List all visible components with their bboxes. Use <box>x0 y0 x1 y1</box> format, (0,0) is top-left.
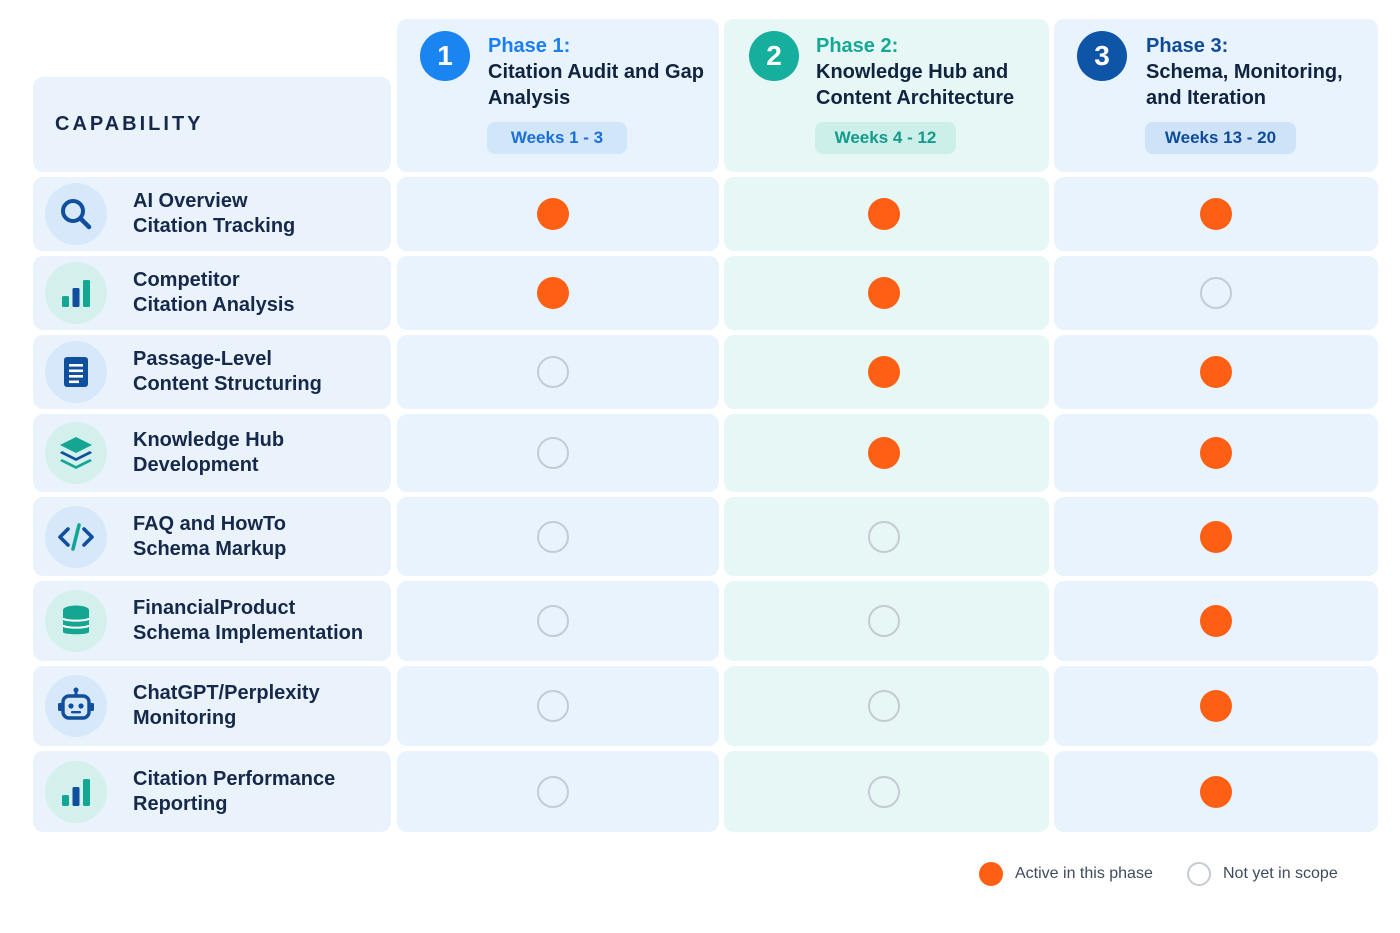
capability-label: AI Overview Citation Tracking <box>133 189 383 239</box>
legend-inactive: Not yet in scope <box>1187 862 1338 886</box>
capability-label-line-2: Monitoring <box>133 707 237 729</box>
active-dot <box>1200 437 1232 469</box>
inactive-dot <box>537 690 569 722</box>
code-icon <box>45 505 107 568</box>
robot-icon <box>45 675 107 737</box>
capability-label: FinancialProduct Schema Implementation <box>133 596 383 646</box>
active-dot <box>1200 775 1232 808</box>
capability-label-line-2: Development <box>133 454 259 476</box>
active-dot <box>1200 520 1232 553</box>
inactive-dot <box>868 605 900 637</box>
capability-label: ChatGPT/Perplexity Monitoring <box>133 681 383 731</box>
active-dot <box>1200 690 1232 722</box>
active-dot <box>868 198 900 230</box>
capability-label-line-1: Competitor <box>133 269 240 291</box>
capability-row: Knowledge Hub Development <box>33 414 391 492</box>
search-icon <box>45 183 107 245</box>
phase-2-header: 2 Phase 2: Knowledge Hub and Content Arc… <box>724 19 1049 172</box>
capability-row: FinancialProduct Schema Implementation <box>33 581 391 661</box>
inactive-dot <box>868 520 900 553</box>
layers-icon <box>45 422 107 484</box>
capability-label-line-1: Passage-Level <box>133 348 272 370</box>
active-dot <box>1200 356 1232 388</box>
capability-label-line-1: ChatGPT/Perplexity <box>133 682 320 704</box>
capability-label-line-2: Citation Tracking <box>133 215 296 237</box>
phase-3-title: Schema, Monitoring, and Iteration <box>1146 61 1343 109</box>
phase-1-weeks-badge: Weeks 1 - 3 <box>487 122 627 154</box>
capability-header-label: CAPABILITY <box>55 113 204 135</box>
phase-1-label: Phase 1: <box>488 35 571 57</box>
bar-chart-icon <box>45 262 107 324</box>
active-dot <box>1200 605 1232 637</box>
active-dot <box>868 277 900 309</box>
active-dot <box>537 277 569 309</box>
capability-label-line-2: Schema Markup <box>133 537 287 560</box>
capability-label-line-1: AI Overview <box>133 190 248 212</box>
phase-1-title: Citation Audit and Gap Analysis <box>488 61 704 109</box>
inactive-dot <box>1200 277 1232 309</box>
inactive-dot <box>868 775 900 808</box>
capability-header: CAPABILITY <box>33 77 391 172</box>
capability-row: Passage-Level Content Structuring <box>33 335 391 409</box>
legend-active: Active in this phase <box>979 862 1153 886</box>
inactive-dot <box>537 356 569 388</box>
bar-chart-icon <box>45 760 107 823</box>
inactive-dot <box>537 605 569 637</box>
phase-3-number-badge: 3 <box>1077 31 1127 81</box>
database-icon <box>45 590 107 652</box>
capability-row: ChatGPT/Perplexity Monitoring <box>33 666 391 746</box>
capability-row: FAQ and HowTo Schema Markup <box>33 497 391 576</box>
phase-2-label: Phase 2: <box>816 35 899 57</box>
capability-label-line-2: Citation Analysis <box>133 294 295 316</box>
phase-2-weeks-badge: Weeks 4 - 12 <box>815 122 956 154</box>
phase-3-header: 3 Phase 3: Schema, Monitoring, and Itera… <box>1054 19 1378 172</box>
capability-label-line-2: Schema Implementation <box>133 622 364 644</box>
phase-3-label: Phase 3: <box>1146 35 1229 57</box>
phase-2-title: Knowledge Hub and Content Architecture <box>816 61 1015 109</box>
document-icon <box>45 341 107 403</box>
capability-label-line-2: Reporting <box>133 792 228 815</box>
inactive-dot <box>537 775 569 808</box>
active-dot <box>1200 198 1232 230</box>
capability-row: AI Overview Citation Tracking <box>33 177 391 251</box>
inactive-dot <box>537 520 569 553</box>
active-dot <box>537 198 569 230</box>
active-dot <box>868 437 900 469</box>
phase-3-weeks-badge: Weeks 13 - 20 <box>1145 122 1296 154</box>
phase-2-number-badge: 2 <box>749 31 799 81</box>
legend-inactive-label: Not yet in scope <box>1223 865 1338 882</box>
legend-inactive-dot <box>1187 862 1211 886</box>
capability-label-line-1: FAQ and HowTo <box>133 512 286 535</box>
legend-active-dot <box>979 862 1003 886</box>
inactive-dot <box>537 437 569 469</box>
capability-row: Competitor Citation Analysis <box>33 256 391 330</box>
capability-label: Knowledge Hub Development <box>133 428 383 478</box>
capability-label: FAQ and HowTo Schema Markup <box>133 512 383 562</box>
inactive-dot <box>868 690 900 722</box>
capability-label: Citation Performance Reporting <box>133 767 383 817</box>
capability-row: Citation Performance Reporting <box>33 751 391 832</box>
capability-label-line-1: Citation Performance <box>133 767 336 790</box>
capability-label-line-1: FinancialProduct <box>133 597 296 619</box>
legend-active-label: Active in this phase <box>1015 865 1153 882</box>
phase-1-header: 1 Phase 1: Citation Audit and Gap Analys… <box>397 19 719 172</box>
phase-1-number-badge: 1 <box>420 31 470 81</box>
active-dot <box>868 356 900 388</box>
capability-label-line-2: Content Structuring <box>133 373 322 395</box>
capability-label: Competitor Citation Analysis <box>133 268 383 318</box>
capability-label: Passage-Level Content Structuring <box>133 347 383 397</box>
capability-label-line-1: Knowledge Hub <box>133 429 285 451</box>
